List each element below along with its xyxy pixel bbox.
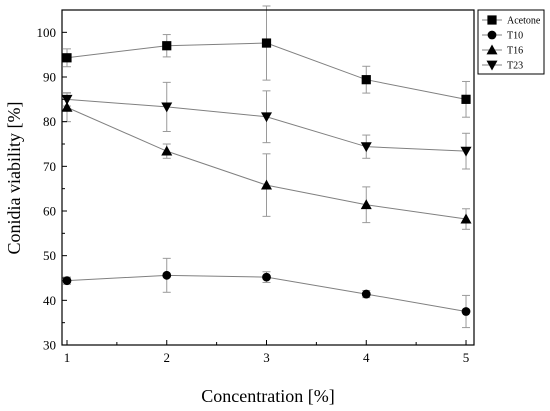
data-point-t23-1 <box>61 94 73 105</box>
data-point-t16-1 <box>61 101 73 112</box>
data-point-acetone-4 <box>361 75 371 85</box>
data-point-acetone-5 <box>461 94 471 104</box>
data-point-t16-3 <box>261 179 273 190</box>
y-tick-label: 100 <box>37 25 57 40</box>
legend-label-t10: T10 <box>507 31 523 42</box>
legend: Acetone T10 T16 T23 <box>477 9 545 75</box>
data-point-t10-2 <box>162 270 172 280</box>
data-point-t16-2 <box>161 145 173 156</box>
x-tick-label: 2 <box>163 350 170 365</box>
legend-label-t23: T23 <box>507 61 523 72</box>
y-tick-label: 70 <box>43 159 56 174</box>
x-tick-label: 1 <box>64 350 71 365</box>
y-tick-label: 60 <box>43 204 56 219</box>
y-tick-label: 30 <box>43 338 56 353</box>
plot-frame <box>61 9 475 346</box>
data-point-t10-3 <box>262 272 271 282</box>
data-point-t23-3 <box>261 112 273 123</box>
data-point-t10-5 <box>461 307 471 316</box>
x-tick-label: 5 <box>463 350 470 365</box>
data-point-t10-4 <box>361 289 371 299</box>
tick-labels: 30 40 50 60 70 80 90 100 1 2 3 4 5 <box>37 25 470 365</box>
legend-marker-t16 <box>486 44 498 55</box>
x-tick-label: 3 <box>263 350 270 365</box>
legend-label-acetone: Acetone <box>507 16 541 27</box>
data-markers <box>61 38 472 316</box>
y-tick-label: 40 <box>43 293 56 308</box>
y-tick-label: 50 <box>43 248 56 263</box>
data-point-t16-5 <box>460 213 472 224</box>
x-tick-label: 4 <box>363 350 370 365</box>
axes <box>61 9 475 346</box>
legend-marker-t23 <box>486 60 498 71</box>
y-tick-label: 80 <box>43 114 56 129</box>
legend-marker-acetone <box>487 15 497 25</box>
data-point-acetone-1 <box>62 53 72 63</box>
data-point-t16-4 <box>360 199 372 210</box>
data-point-t23-4 <box>360 142 372 153</box>
data-point-t23-5 <box>460 146 472 157</box>
legend-label-t16: T16 <box>507 46 523 57</box>
data-point-acetone-3 <box>261 38 272 48</box>
data-point-acetone-2 <box>162 41 172 51</box>
x-axis-title: Concentration [%] <box>201 386 334 406</box>
y-axis-title: Conidia viability [%] <box>4 102 24 255</box>
data-point-t23-2 <box>161 102 173 113</box>
y-tick-label: 90 <box>43 70 56 85</box>
legend-marker-t10 <box>487 30 497 40</box>
